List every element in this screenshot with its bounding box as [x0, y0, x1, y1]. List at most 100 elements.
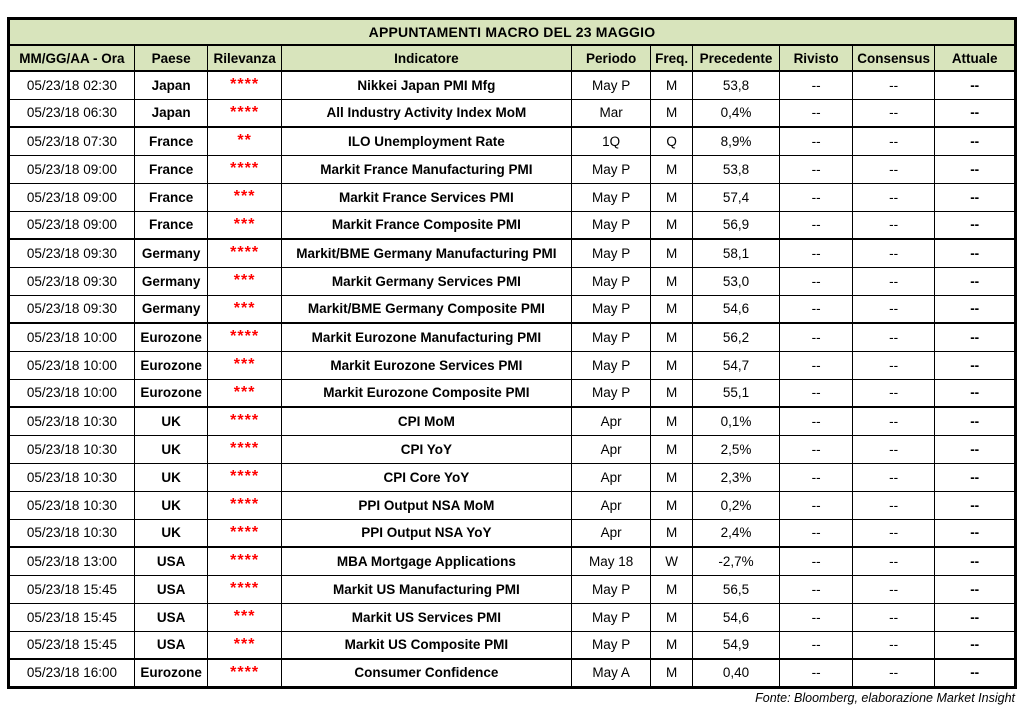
- cell-period: May P: [570, 602, 652, 632]
- cell-country: UK: [133, 462, 209, 492]
- cell-consensus: --: [851, 70, 936, 100]
- cell-revised: --: [779, 350, 853, 380]
- cell-actual: --: [934, 350, 1016, 380]
- cell-period: May P: [570, 238, 652, 268]
- cell-country: France: [133, 126, 209, 156]
- cell-country: Germany: [133, 294, 209, 324]
- table-row: 05/23/18 09:00 France *** Markit France Ser…: [8, 182, 1016, 212]
- cell-consensus: --: [851, 238, 936, 268]
- cell-previous: 0,4%: [691, 98, 781, 128]
- cell-relevance-stars: ***: [207, 602, 282, 632]
- cell-period: May P: [570, 322, 652, 352]
- cell-relevance-stars: ****: [207, 70, 282, 100]
- table-row: 05/23/18 10:30 UK **** PPI Output NSA MoM Ap…: [8, 490, 1016, 520]
- cell-indicator: Nikkei Japan PMI Mfg: [280, 70, 572, 100]
- cell-indicator: Markit France Composite PMI: [280, 210, 572, 240]
- table-row: 05/23/18 16:00 Eurozone **** Consumer Confi…: [8, 658, 1016, 688]
- cell-actual: --: [934, 126, 1016, 156]
- cell-revised: --: [779, 406, 853, 436]
- cell-actual: --: [934, 266, 1016, 296]
- cell-relevance-stars: ***: [207, 182, 282, 212]
- cell-indicator: Markit France Services PMI: [280, 182, 572, 212]
- cell-freq: M: [650, 70, 693, 100]
- table-row: 05/23/18 15:45 USA *** Markit US Composite …: [8, 630, 1016, 660]
- cell-revised: --: [779, 98, 853, 128]
- cell-revised: --: [779, 70, 853, 100]
- cell-freq: M: [650, 490, 693, 520]
- cell-consensus: --: [851, 126, 936, 156]
- cell-datetime: 05/23/18 02:30: [8, 70, 135, 100]
- cell-country: Germany: [133, 266, 209, 296]
- column-header-relevance: Rilevanza: [207, 44, 282, 72]
- cell-relevance-stars: ***: [207, 350, 282, 380]
- cell-datetime: 05/23/18 15:45: [8, 602, 135, 632]
- cell-datetime: 05/23/18 09:30: [8, 294, 135, 324]
- cell-previous: 0,1%: [691, 406, 781, 436]
- cell-consensus: --: [851, 322, 936, 352]
- cell-revised: --: [779, 238, 853, 268]
- cell-period: May P: [570, 350, 652, 380]
- cell-revised: --: [779, 378, 853, 408]
- cell-freq: M: [650, 182, 693, 212]
- cell-period: Apr: [570, 406, 652, 436]
- cell-datetime: 05/23/18 09:30: [8, 238, 135, 268]
- cell-relevance-stars: ****: [207, 406, 282, 436]
- cell-indicator: Markit US Composite PMI: [280, 630, 572, 660]
- table-row: 05/23/18 09:30 Germany *** Markit/BME Germa…: [8, 294, 1016, 324]
- cell-consensus: --: [851, 378, 936, 408]
- cell-period: Mar: [570, 98, 652, 128]
- cell-previous: 56,5: [691, 574, 781, 604]
- cell-country: France: [133, 154, 209, 184]
- cell-consensus: --: [851, 182, 936, 212]
- cell-country: Eurozone: [133, 350, 209, 380]
- cell-previous: 54,6: [691, 294, 781, 324]
- source-note: Fonte: Bloomberg, elaborazione Market In…: [755, 690, 1015, 705]
- cell-relevance-stars: ****: [207, 490, 282, 520]
- cell-actual: --: [934, 406, 1016, 436]
- cell-actual: --: [934, 154, 1016, 184]
- cell-indicator: PPI Output NSA YoY: [280, 518, 572, 548]
- cell-period: May P: [570, 378, 652, 408]
- table-row: 05/23/18 10:30 UK **** CPI Core YoY Apr M 2,3%…: [8, 462, 1016, 492]
- cell-country: France: [133, 182, 209, 212]
- cell-consensus: --: [851, 630, 936, 660]
- cell-consensus: --: [851, 434, 936, 464]
- cell-freq: M: [650, 462, 693, 492]
- cell-period: May P: [570, 70, 652, 100]
- cell-revised: --: [779, 518, 853, 548]
- cell-country: Japan: [133, 70, 209, 100]
- table-row: 05/23/18 09:30 Germany **** Markit/BME Germ…: [8, 238, 1016, 268]
- cell-previous: 53,0: [691, 266, 781, 296]
- cell-previous: 53,8: [691, 154, 781, 184]
- cell-country: UK: [133, 434, 209, 464]
- cell-period: May P: [570, 210, 652, 240]
- cell-country: USA: [133, 574, 209, 604]
- table-row: 05/23/18 15:45 USA *** Markit US Services P…: [8, 602, 1016, 632]
- cell-previous: 0,2%: [691, 490, 781, 520]
- column-header-freq: Freq.: [650, 44, 693, 72]
- cell-country: UK: [133, 518, 209, 548]
- cell-freq: M: [650, 98, 693, 128]
- column-header-actual: Attuale: [934, 44, 1016, 72]
- cell-actual: --: [934, 462, 1016, 492]
- cell-period: May P: [570, 182, 652, 212]
- cell-actual: --: [934, 574, 1016, 604]
- cell-revised: --: [779, 574, 853, 604]
- cell-country: Eurozone: [133, 378, 209, 408]
- column-header-consensus: Consensus: [851, 44, 936, 72]
- cell-revised: --: [779, 294, 853, 324]
- cell-relevance-stars: ***: [207, 630, 282, 660]
- column-header-revised: Rivisto: [779, 44, 853, 72]
- cell-relevance-stars: ****: [207, 546, 282, 576]
- cell-freq: M: [650, 378, 693, 408]
- cell-freq: W: [650, 546, 693, 576]
- cell-freq: M: [650, 518, 693, 548]
- cell-indicator: Markit Eurozone Composite PMI: [280, 378, 572, 408]
- table-title: APPUNTAMENTI MACRO DEL 23 MAGGIO: [8, 18, 1016, 46]
- cell-previous: 2,4%: [691, 518, 781, 548]
- cell-actual: --: [934, 182, 1016, 212]
- cell-period: May A: [570, 658, 652, 688]
- cell-period: May P: [570, 630, 652, 660]
- cell-previous: 8,9%: [691, 126, 781, 156]
- cell-revised: --: [779, 322, 853, 352]
